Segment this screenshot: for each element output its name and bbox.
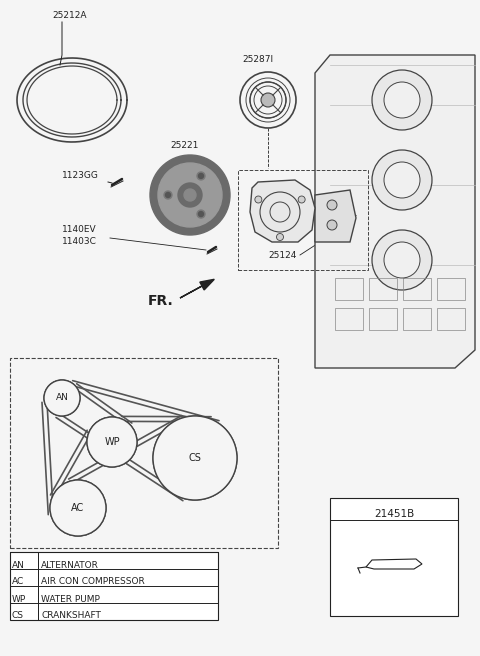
Text: CS: CS bbox=[12, 611, 24, 621]
Text: AC: AC bbox=[72, 503, 84, 513]
Circle shape bbox=[153, 416, 237, 500]
Circle shape bbox=[276, 234, 284, 241]
Polygon shape bbox=[315, 55, 475, 368]
Circle shape bbox=[327, 220, 337, 230]
Circle shape bbox=[261, 93, 275, 107]
Text: ALTERNATOR: ALTERNATOR bbox=[41, 560, 99, 569]
Bar bbox=[238, 170, 368, 270]
Circle shape bbox=[384, 82, 420, 118]
Circle shape bbox=[44, 380, 80, 416]
Text: 25212A: 25212A bbox=[52, 11, 86, 20]
Circle shape bbox=[384, 162, 420, 198]
Bar bbox=[369, 308, 397, 330]
Circle shape bbox=[197, 172, 205, 180]
Bar bbox=[403, 278, 431, 300]
Bar bbox=[437, 278, 465, 300]
Bar bbox=[335, 308, 363, 330]
Polygon shape bbox=[250, 180, 315, 242]
Text: 1123GG: 1123GG bbox=[62, 171, 99, 180]
Text: CS: CS bbox=[189, 453, 202, 463]
Bar bbox=[369, 278, 397, 300]
Bar bbox=[10, 358, 278, 548]
Circle shape bbox=[87, 417, 137, 467]
Text: 11403C: 11403C bbox=[62, 237, 97, 246]
Text: AIR CON COMPRESSOR: AIR CON COMPRESSOR bbox=[41, 577, 145, 586]
Text: WATER PUMP: WATER PUMP bbox=[41, 594, 100, 604]
Circle shape bbox=[372, 150, 432, 210]
Text: AC: AC bbox=[72, 503, 84, 513]
Circle shape bbox=[327, 200, 337, 210]
Circle shape bbox=[372, 230, 432, 290]
Text: AN: AN bbox=[56, 394, 69, 403]
Circle shape bbox=[164, 191, 172, 199]
Text: 25287I: 25287I bbox=[242, 55, 273, 64]
Circle shape bbox=[298, 196, 305, 203]
FancyArrow shape bbox=[180, 279, 214, 298]
Circle shape bbox=[199, 211, 204, 216]
Circle shape bbox=[44, 380, 80, 416]
Circle shape bbox=[158, 163, 222, 227]
Circle shape bbox=[166, 192, 170, 197]
Bar bbox=[335, 278, 363, 300]
Circle shape bbox=[255, 196, 262, 203]
Text: WP: WP bbox=[12, 594, 26, 604]
Text: 25221: 25221 bbox=[170, 141, 198, 150]
Text: CRANKSHAFT: CRANKSHAFT bbox=[41, 611, 101, 621]
Circle shape bbox=[87, 417, 137, 467]
Text: 25124: 25124 bbox=[268, 251, 296, 260]
Circle shape bbox=[384, 242, 420, 278]
Text: CS: CS bbox=[189, 453, 202, 463]
Circle shape bbox=[153, 416, 237, 500]
Bar bbox=[10, 552, 218, 620]
Bar bbox=[437, 308, 465, 330]
Text: AC: AC bbox=[12, 577, 24, 586]
Circle shape bbox=[178, 183, 202, 207]
Circle shape bbox=[197, 210, 205, 218]
Bar bbox=[330, 498, 458, 616]
Text: 1140EV: 1140EV bbox=[62, 225, 96, 234]
Text: AN: AN bbox=[56, 394, 69, 403]
Bar bbox=[403, 308, 431, 330]
Polygon shape bbox=[315, 190, 356, 242]
Text: WP: WP bbox=[104, 437, 120, 447]
Circle shape bbox=[150, 155, 230, 235]
Circle shape bbox=[372, 70, 432, 130]
Circle shape bbox=[199, 173, 204, 178]
Text: FR.: FR. bbox=[148, 294, 174, 308]
Circle shape bbox=[50, 480, 106, 536]
Circle shape bbox=[50, 480, 106, 536]
Text: 25100: 25100 bbox=[258, 218, 287, 227]
Text: AN: AN bbox=[12, 560, 25, 569]
Circle shape bbox=[184, 189, 196, 201]
Text: 21451B: 21451B bbox=[374, 509, 414, 519]
Text: WP: WP bbox=[104, 437, 120, 447]
